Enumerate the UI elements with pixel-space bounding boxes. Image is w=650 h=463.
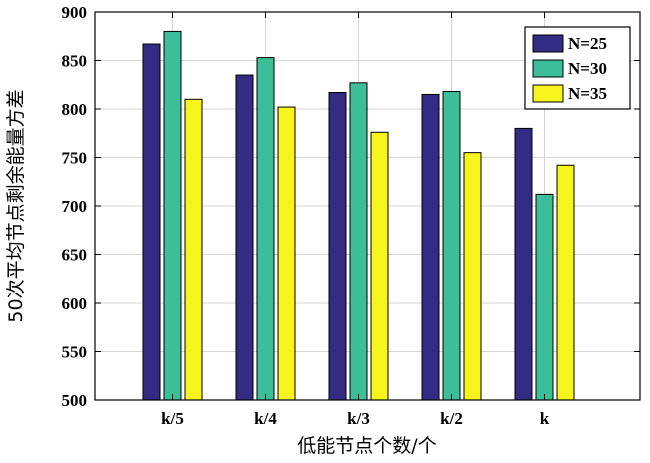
bar-N=35-k <box>556 164 575 401</box>
legend-label: N=30 <box>568 59 607 78</box>
bar-N=25-k/4 <box>235 74 254 401</box>
y-tick-label: 900 <box>62 3 88 22</box>
y-axis-ticks: 500 550 600 650 700 750 800 850 900 <box>62 3 640 410</box>
x-tick-label: k <box>540 409 550 428</box>
y-tick-label: 850 <box>62 52 88 71</box>
bar-N=25-k/3 <box>328 92 347 401</box>
bar-N=30-k/3 <box>349 82 368 401</box>
bar-N=25-k <box>514 127 533 401</box>
x-axis-label: 低能节点个数/个 <box>297 435 436 457</box>
y-tick-label: 500 <box>62 391 88 410</box>
legend-label: N=25 <box>568 34 607 53</box>
y-tick-label: 550 <box>62 343 88 362</box>
legend: N=25 N=30 N=35 <box>524 26 631 110</box>
legend-swatch <box>532 59 564 78</box>
legend-label: N=35 <box>568 84 607 103</box>
bar-N=35-k/3 <box>370 131 389 401</box>
y-tick-label: 650 <box>62 246 88 265</box>
legend-swatch <box>532 84 564 103</box>
x-tick-label: k/4 <box>254 409 277 428</box>
x-tick-label: k/5 <box>161 409 184 428</box>
bar-N=25-k/2 <box>421 93 440 401</box>
bars <box>142 30 575 401</box>
y-axis-label: 50次平均节点剩余能量方差 <box>5 89 27 322</box>
bar-N=35-k/2 <box>463 152 482 401</box>
bar-N=30-k/2 <box>442 91 461 401</box>
bar-N=30-k/5 <box>163 30 182 401</box>
x-tick-label: k/2 <box>440 409 463 428</box>
bar-N=35-k/4 <box>277 106 296 401</box>
x-axis-ticks: k/5 k/4 k/3 k/2 k <box>161 12 550 428</box>
x-tick-label: k/3 <box>347 409 370 428</box>
y-tick-label: 800 <box>62 100 88 119</box>
bar-N=30-k <box>535 193 554 401</box>
bar-N=30-k/4 <box>256 57 275 401</box>
bar-N=25-k/5 <box>142 43 161 401</box>
y-tick-label: 700 <box>62 197 88 216</box>
y-tick-label: 600 <box>62 294 88 313</box>
legend-swatch <box>532 34 564 53</box>
bar-N=35-k/5 <box>184 98 203 401</box>
y-tick-label: 750 <box>62 149 88 168</box>
